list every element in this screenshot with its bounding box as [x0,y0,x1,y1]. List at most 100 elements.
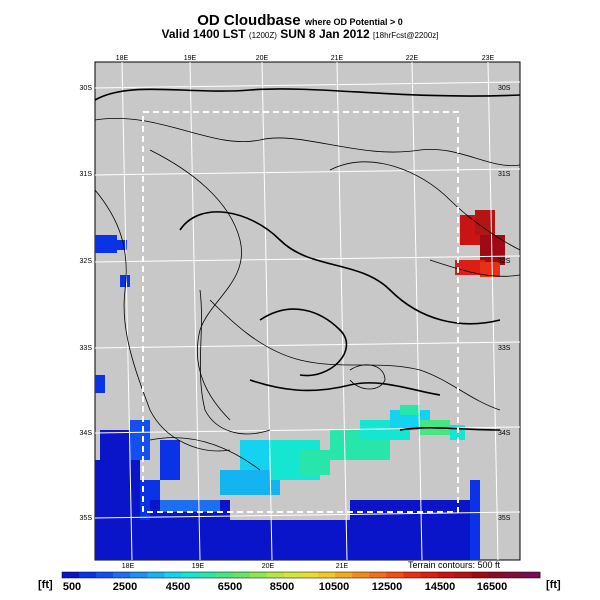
colorbar-tick-label: 8500 [269,581,295,593]
colorbar-tick-label: 12500 [371,581,403,593]
terrain-contour [259,308,348,377]
terrain-contour [149,437,261,471]
domain-boundary [142,111,459,513]
colorbar-swatch [488,572,507,578]
latitude-label-left: 34S [80,430,93,437]
longitude-label-top: 22E [406,55,419,62]
colorbar-frame [61,571,541,579]
colorbar-swatch [403,572,421,578]
longitude-label-top: 23E [482,55,495,62]
colorbar [61,571,541,579]
cloudbase-cell [95,375,105,393]
colorbar-swatch [147,572,165,578]
longitude-gridline [121,61,133,561]
cloudbase-cell [160,500,220,512]
latitude-label-left: 33S [80,345,93,352]
longitude-label-top: 18E [116,55,129,62]
colorbar-swatch [113,572,131,578]
terrain-contour [399,426,501,431]
latitude-label-right: 33S [498,345,511,352]
terrain-contour [94,189,231,452]
colorbar-swatch [505,572,524,578]
latitude-gridline [94,255,521,263]
colorbar-swatch [369,572,387,578]
longitude-label-top: 21E [331,55,344,62]
terrain-contour [94,88,521,101]
forecast-date: SUN 8 Jan 2012 [280,27,370,41]
colorbar-swatch [283,572,302,578]
cloudbase-cell [480,262,500,277]
latitude-label-right: 31S [498,171,511,178]
terrain-contour [209,299,501,411]
terrain-contour [179,211,501,325]
colorbar-swatch [164,572,182,578]
latitude-label-right: 30S [498,85,511,92]
colorbar-swatch [471,572,490,578]
latitude-label-left: 31S [80,171,93,178]
latitude-gridline [94,168,521,176]
colorbar-tick-label: 500 [62,581,82,593]
terrain-contour [94,118,521,167]
colorbar-unit-right: [ft] [546,579,561,591]
latitude-label-left: 35S [80,515,93,522]
colorbar-swatch [181,572,199,578]
terrain-contour [199,289,271,435]
cloudbase-cell [240,440,270,470]
longitude-gridline [189,61,201,561]
forecast-info: [18hrFcst@2200z] [373,31,439,40]
longitude-label-top: 20E [256,55,269,62]
cloudbase-cell [95,460,140,500]
colorbar-swatch [198,572,217,578]
longitude-gridline [261,61,273,561]
terrain-contour-note: Terrain contours: 500 ft [408,560,501,570]
terrain-contour [249,379,441,396]
colorbar-swatch [130,572,148,578]
cloudbase-cell [470,480,480,560]
title-note: where OD Potential > 0 [305,17,403,27]
latitude-label-left: 30S [80,85,93,92]
colorbar-swatch [318,572,336,578]
colorbar-swatch [249,572,268,578]
colorbar-swatch [335,572,353,578]
colorbar-swatch [96,572,114,578]
colorbar-tick-label: 14500 [424,581,456,593]
colorbar-swatch [454,572,473,578]
cloudbase-cell [400,405,420,415]
colorbar-swatch [352,572,370,578]
colorbar-tick-label: 16500 [476,581,508,593]
latitude-label-right: 32S [498,258,511,265]
map-panel: 18E 19E 20E 21E 22E 23E 18E 19E 20E 21E 30S 31S 32S 3… [80,55,521,570]
terrain-contour [429,259,521,277]
cloudbase-cell [117,240,127,250]
latitude-gridline [94,341,521,349]
colorbar-unit-left: [ft] [38,579,53,591]
utc-time: (1200Z) [248,31,277,40]
longitude-label-bottom: 21E [336,563,349,570]
longitude-gridline [336,61,348,561]
title-main: OD Cloudbase [197,12,301,29]
colorbar-swatch [232,572,251,578]
colorbar-swatch [437,572,456,578]
terrain-contour [329,161,521,251]
longitude-label-bottom: 19E [192,563,205,570]
cloudbase-cell [160,440,180,480]
colorbar-swatch [386,572,404,578]
cloudbase-cell [455,260,485,275]
colorbar-swatch [62,572,80,578]
colorbar-swatch [215,572,234,578]
cloudbase-cell [130,420,150,460]
colorbar-swatch [301,572,319,578]
colorbar-swatch [522,572,541,578]
colorbar-tick-label: 2500 [112,581,138,593]
longitude-label-bottom: 20E [262,563,275,570]
latitude-label-right: 34S [498,430,511,437]
colorbar-swatch [420,572,438,578]
colorbar-tick-label: 6500 [217,581,243,593]
cloudbase-cell [350,500,470,560]
latitude-label-left: 32S [80,258,93,265]
colorbar-tick-label: 4500 [165,581,191,593]
colorbar-swatch [79,572,97,578]
colorbar-tick-label: 10500 [318,581,350,593]
terrain-contour [349,364,386,390]
